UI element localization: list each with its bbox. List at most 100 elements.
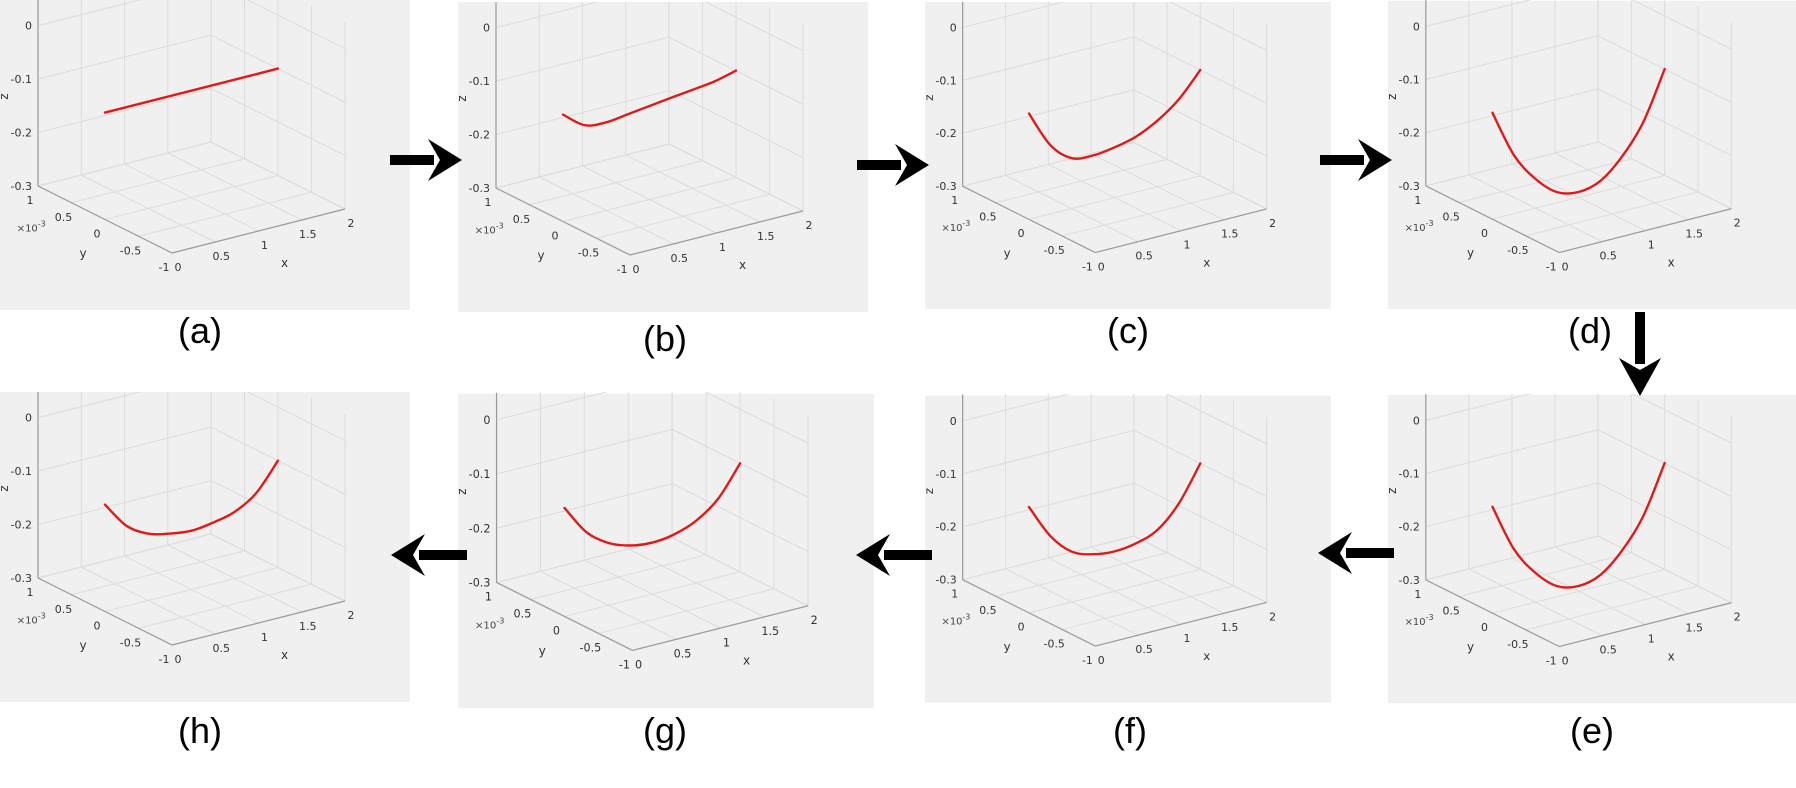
- series-line-0: [561, 69, 738, 127]
- grid-line: [1166, 394, 1267, 445]
- y-tick-label: -1: [619, 659, 630, 672]
- z-tick-label: -0.2: [935, 521, 956, 534]
- grid-line: [495, 90, 670, 136]
- plot-background: [458, 393, 874, 709]
- x-tick-label: 1.5: [1221, 228, 1238, 241]
- x-tick-label: 2: [1734, 217, 1741, 230]
- panel-f: 0 0.5 1 1.5 2 1 0.5 0 -0.5 -1 0 -0.1 -0.2 -0.3 x y z ×10-…: [925, 394, 1331, 704]
- x-tick-label: 0: [635, 659, 642, 672]
- x-tick-label: 1: [1183, 239, 1190, 252]
- grid-line: [246, 0, 346, 50]
- z-tick-label: -0.1: [1399, 73, 1420, 86]
- x-tick-label: 1: [1183, 632, 1190, 645]
- grid-line: [496, 428, 673, 475]
- series-line-0: [563, 462, 742, 547]
- panel-h: 0 0.5 1 1.5 2 1 0.5 0 -0.5 -1 0 -0.1 -0.2 -0.3 x y z ×10-…: [0, 392, 410, 702]
- z-axis-label: z: [925, 94, 936, 100]
- arrow-left-f-g: [856, 534, 932, 576]
- caption-a: (a): [178, 310, 222, 351]
- x-tick-label: 2: [1269, 217, 1276, 230]
- grid-line: [1062, 191, 1234, 237]
- grid-line: [495, 36, 670, 82]
- grid-line: [1492, 174, 1665, 220]
- x-tick-label: 0.5: [213, 642, 231, 655]
- z-tick-label: -0.2: [1399, 521, 1420, 534]
- grid-line: [704, 2, 804, 52]
- grid-line: [1597, 482, 1732, 551]
- series-line-0: [1491, 461, 1666, 589]
- y-tick-label: 1: [27, 194, 34, 207]
- arrow-left-g-h: [391, 534, 467, 576]
- grid-line: [1525, 585, 1699, 631]
- y-tick-label: -1: [1546, 260, 1557, 273]
- y-axis-label: y: [1467, 246, 1474, 260]
- plot-background: [925, 2, 1331, 309]
- grid-line: [671, 483, 809, 553]
- z-tick-label: -0.2: [11, 519, 32, 532]
- y-tick-label: -0.5: [1507, 638, 1528, 651]
- y-tick-label: -1: [617, 263, 628, 276]
- x-tick-label: 0: [1098, 260, 1105, 273]
- plot-background: [1388, 0, 1796, 310]
- y-tick-label: -0.5: [580, 642, 602, 655]
- y-tick-label: -0.5: [1044, 244, 1065, 257]
- x-axis-label: x: [281, 648, 288, 662]
- y-tick-label: 0: [1018, 227, 1025, 240]
- grid-line: [995, 158, 1168, 204]
- x-tick-label: 0: [633, 263, 640, 276]
- x-tick-label: 1: [723, 636, 730, 649]
- grid-line: [37, 426, 212, 472]
- y-exponent-label: ×10-3: [17, 611, 46, 626]
- x-tick-label: 1.5: [1221, 621, 1238, 634]
- caption-d: (d): [1568, 310, 1612, 351]
- x-tick-label: 1: [1648, 239, 1655, 252]
- y-axis-line: [37, 577, 173, 646]
- grid-line: [1597, 535, 1732, 604]
- grid-line: [668, 143, 804, 212]
- x-tick-label: 1.5: [761, 625, 779, 638]
- arrow-right-a-b: [390, 139, 462, 181]
- z-tick-label: -0.2: [469, 522, 491, 535]
- grid-line: [210, 141, 346, 210]
- z-tick-label: -0.3: [11, 180, 32, 193]
- x-axis-line: [1095, 601, 1267, 647]
- grid-line: [962, 89, 1135, 134]
- y-tick-label: -1: [1082, 260, 1093, 273]
- x-tick-label: 0: [175, 653, 182, 666]
- grid-line: [671, 537, 809, 607]
- x-tick-label: 1.5: [1686, 228, 1703, 241]
- z-axis-label: z: [458, 95, 469, 101]
- grid-line: [1169, 2, 1267, 51]
- y-tick-label: 0.5: [55, 211, 73, 224]
- x-tick-label: 0.5: [671, 252, 689, 265]
- y-tick-label: 0: [1018, 621, 1025, 634]
- y-tick-label: 0.5: [1442, 604, 1459, 617]
- y-axis-line: [37, 185, 173, 254]
- z-axis-label: z: [0, 485, 11, 491]
- caption-g: (g): [643, 710, 687, 751]
- x-tick-label: 1: [261, 631, 268, 644]
- plot-background: [0, 392, 410, 702]
- z-tick-label: 0: [483, 414, 490, 427]
- grid-line: [1631, 0, 1732, 50]
- grid-line: [138, 191, 312, 237]
- x-tick-label: 2: [348, 217, 355, 230]
- grid-line: [1028, 568, 1201, 614]
- y-tick-label: -1: [159, 653, 170, 666]
- grid-line: [1459, 552, 1632, 597]
- grid-line: [1597, 141, 1732, 210]
- y-tick-label: 0: [552, 230, 559, 243]
- z-axis-label: z: [1388, 94, 1399, 100]
- x-tick-label: 1: [719, 241, 726, 254]
- caption-e: (e): [1570, 710, 1614, 751]
- grid-line: [210, 533, 346, 602]
- plot-background: [925, 395, 1331, 703]
- panel-c: 0 0.5 1 1.5 2 1 0.5 0 -0.5 -1 0 -0.1 -0.2 -0.3 x y z ×10-…: [925, 2, 1331, 309]
- y-axis-label: y: [1004, 640, 1011, 654]
- y-axis-line: [495, 187, 631, 256]
- y-tick-label: -0.5: [578, 246, 599, 259]
- z-tick-label: -0.2: [1399, 127, 1420, 140]
- chart-e: 0 0.5 1 1.5 2 1 0.5 0 -0.5 -1 0 -0.1 -0.2 -0.3 x y z ×10-…: [1388, 394, 1796, 704]
- z-tick-label: -0.1: [1399, 467, 1420, 480]
- grid-line: [37, 0, 142, 27]
